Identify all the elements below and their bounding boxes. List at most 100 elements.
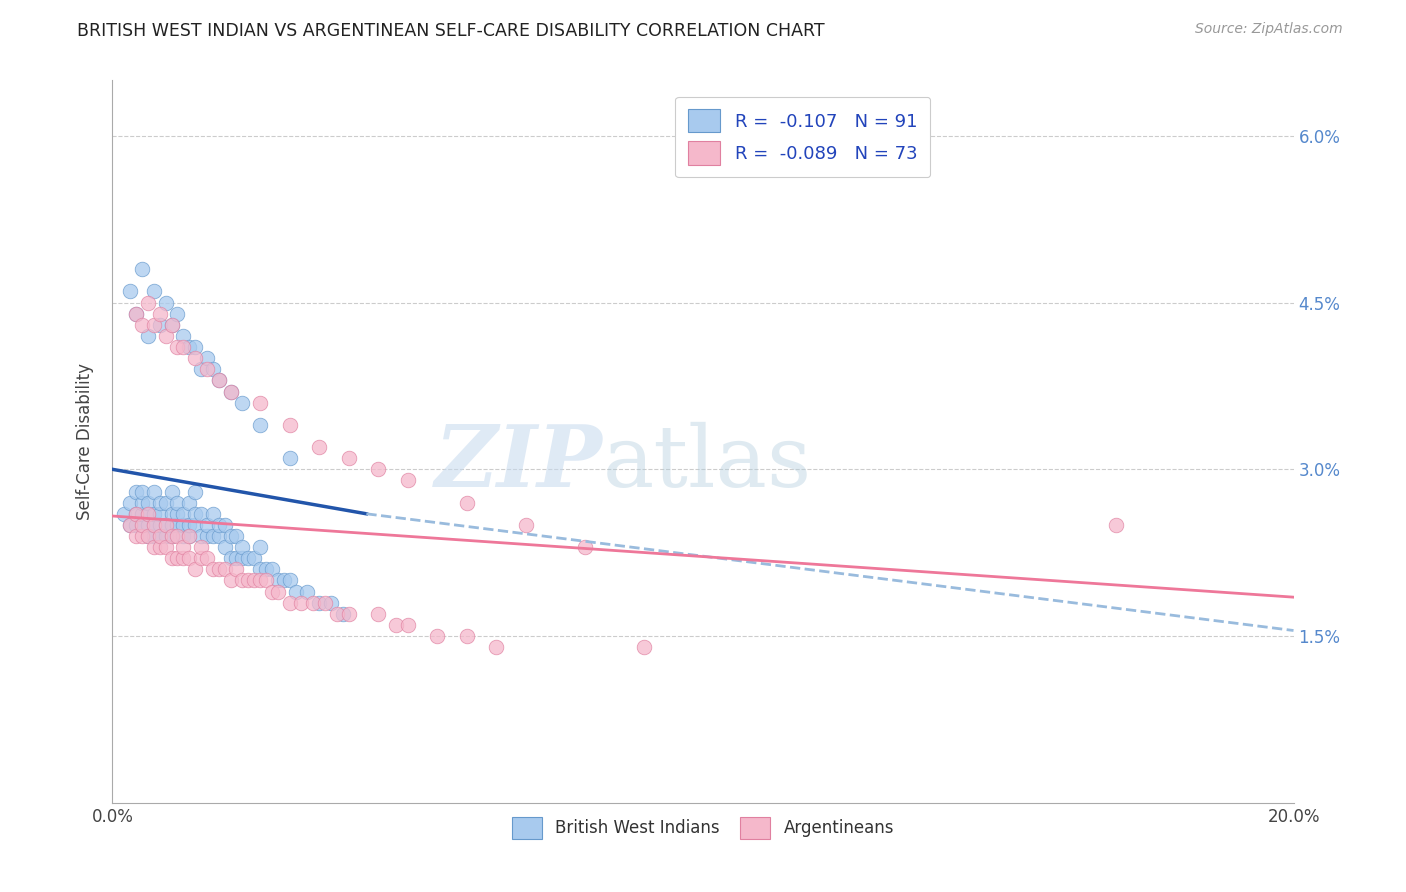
Point <box>136 496 159 510</box>
Point <box>195 362 218 376</box>
Point <box>201 529 224 543</box>
Point <box>308 596 330 610</box>
Point <box>142 285 165 299</box>
Point <box>633 640 655 655</box>
Point <box>136 517 159 532</box>
Point <box>149 540 172 554</box>
Point <box>219 529 242 543</box>
Point <box>396 474 419 488</box>
Point <box>515 517 537 532</box>
Point <box>201 507 224 521</box>
Point <box>249 562 271 576</box>
Point <box>166 496 188 510</box>
Point <box>184 484 207 499</box>
Point <box>120 517 142 532</box>
Point <box>367 607 389 621</box>
Point <box>302 596 325 610</box>
Point <box>249 417 271 432</box>
Point <box>267 574 290 588</box>
Point <box>225 562 247 576</box>
Point <box>254 562 277 576</box>
Point <box>142 517 165 532</box>
Point <box>184 351 207 366</box>
Point <box>195 529 218 543</box>
Point <box>166 529 188 543</box>
Point <box>278 574 301 588</box>
Point <box>243 574 266 588</box>
Point <box>155 496 177 510</box>
Point <box>254 574 277 588</box>
Point <box>297 584 319 599</box>
Point <box>179 529 201 543</box>
Point <box>155 517 177 532</box>
Point <box>136 507 159 521</box>
Point <box>142 529 165 543</box>
Point <box>426 629 449 643</box>
Point <box>243 551 266 566</box>
Point <box>190 362 212 376</box>
Point <box>172 517 194 532</box>
Point <box>155 540 177 554</box>
Point <box>172 329 194 343</box>
Point <box>125 484 148 499</box>
Point <box>160 551 183 566</box>
Point <box>172 540 194 554</box>
Point <box>332 607 354 621</box>
Point <box>219 384 242 399</box>
Point <box>155 529 177 543</box>
Point <box>131 517 153 532</box>
Point <box>190 551 212 566</box>
Text: Source: ZipAtlas.com: Source: ZipAtlas.com <box>1195 22 1343 37</box>
Point <box>160 318 183 332</box>
Point <box>249 540 271 554</box>
Point <box>131 517 153 532</box>
Point <box>142 484 165 499</box>
Point <box>131 262 153 277</box>
Point <box>208 373 231 387</box>
Point <box>225 551 247 566</box>
Point <box>278 596 301 610</box>
Point <box>219 574 242 588</box>
Point <box>284 584 307 599</box>
Point <box>120 496 142 510</box>
Point <box>155 329 177 343</box>
Point <box>166 307 188 321</box>
Y-axis label: Self-Care Disability: Self-Care Disability <box>76 363 94 520</box>
Point <box>208 517 231 532</box>
Point <box>485 640 508 655</box>
Point <box>238 574 260 588</box>
Point <box>160 529 183 543</box>
Point <box>208 373 231 387</box>
Point <box>273 574 295 588</box>
Point <box>120 285 142 299</box>
Point <box>208 562 231 576</box>
Point <box>195 551 218 566</box>
Point <box>136 295 159 310</box>
Point <box>155 517 177 532</box>
Point <box>249 574 271 588</box>
Point <box>326 607 349 621</box>
Point <box>155 295 177 310</box>
Point <box>125 307 148 321</box>
Point <box>184 517 207 532</box>
Point <box>149 529 172 543</box>
Point <box>314 596 336 610</box>
Point <box>149 307 172 321</box>
Point <box>231 574 253 588</box>
Point <box>225 529 247 543</box>
Point <box>160 517 183 532</box>
Point <box>149 496 172 510</box>
Text: BRITISH WEST INDIAN VS ARGENTINEAN SELF-CARE DISABILITY CORRELATION CHART: BRITISH WEST INDIAN VS ARGENTINEAN SELF-… <box>77 22 825 40</box>
Point <box>456 629 478 643</box>
Text: ZIP: ZIP <box>434 421 603 505</box>
Point <box>214 517 236 532</box>
Point <box>131 496 153 510</box>
Point <box>160 318 183 332</box>
Point <box>260 562 283 576</box>
Point <box>396 618 419 632</box>
Point <box>190 540 212 554</box>
Point <box>166 507 188 521</box>
Point <box>142 517 165 532</box>
Point <box>136 529 159 543</box>
Point <box>166 340 188 354</box>
